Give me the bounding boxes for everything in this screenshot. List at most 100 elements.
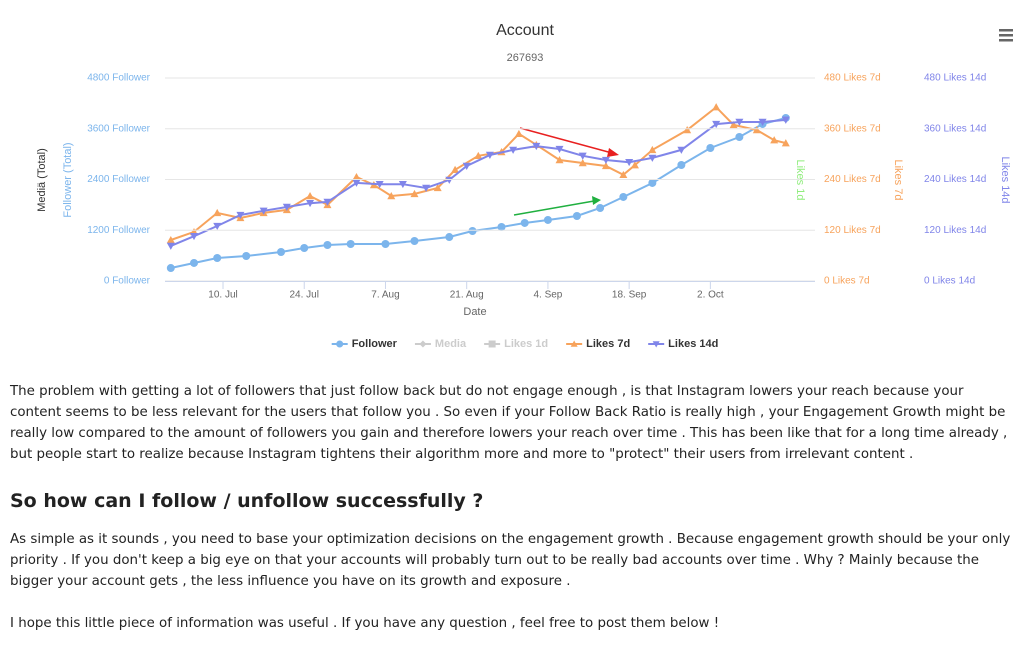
x-axis-title: Date xyxy=(463,306,486,318)
point xyxy=(729,120,738,129)
y-tick-label: 120 Likes 7d xyxy=(824,225,881,236)
point xyxy=(677,160,686,169)
green-arrowhead xyxy=(592,196,601,205)
point xyxy=(648,178,657,187)
menu-bar xyxy=(999,29,1013,32)
legend-marker xyxy=(570,340,578,347)
legend-marker xyxy=(419,340,427,348)
annotation-arrows xyxy=(513,127,619,216)
legend-item[interactable]: Likes 7d xyxy=(566,338,630,350)
x-tick-label: 10. Jul xyxy=(208,290,237,301)
point xyxy=(735,118,744,126)
point xyxy=(712,120,721,129)
point xyxy=(166,235,175,244)
point xyxy=(770,136,779,144)
point xyxy=(648,145,657,154)
y-tick-label: 360 Likes 14d xyxy=(924,123,986,134)
legend-item[interactable]: Likes 1d xyxy=(484,338,548,350)
point xyxy=(509,146,518,154)
menu-button[interactable] xyxy=(999,29,1013,42)
point xyxy=(677,146,686,154)
plot-area xyxy=(166,103,790,273)
x-tick-label: 24. Jul xyxy=(290,290,319,301)
y-tick-label: 480 Likes 7d xyxy=(824,73,881,84)
x-tick-label: 21. Aug xyxy=(450,290,484,301)
point xyxy=(572,211,581,220)
point xyxy=(352,179,361,187)
legend-item[interactable]: Media xyxy=(414,338,467,350)
point xyxy=(451,165,460,173)
point xyxy=(532,142,541,151)
y-axis-title: Likes 14d xyxy=(999,156,1011,203)
point xyxy=(375,180,384,189)
y-tick-label: 2400 Follower xyxy=(87,174,150,185)
y-axis-title: Follower (Total) xyxy=(62,142,74,217)
y-tick-label: 3600 Follower xyxy=(87,123,150,134)
point xyxy=(462,162,471,170)
point xyxy=(648,154,657,162)
point xyxy=(596,204,605,213)
paragraph: As simple as it sounds , you need to bas… xyxy=(10,532,1011,589)
point xyxy=(630,161,639,169)
chart: Account 267693 Date Mediä (Total) Followe… xyxy=(36,22,1013,350)
y-axis-title: Mediä (Total) xyxy=(36,148,48,212)
point xyxy=(683,126,692,134)
point xyxy=(352,172,361,181)
point xyxy=(625,158,634,167)
point xyxy=(712,103,721,111)
point xyxy=(242,252,251,261)
x-tick-label: 2. Oct xyxy=(697,290,724,301)
legend-label: Follower xyxy=(352,338,398,350)
x-tick-label: 4. Sep xyxy=(533,290,562,301)
point xyxy=(306,199,315,208)
point xyxy=(236,211,245,220)
y-tick-label: 0 Likes 7d xyxy=(824,276,870,287)
point xyxy=(387,191,396,200)
chart-title: Account xyxy=(496,22,554,39)
legend-label: Likes 7d xyxy=(586,338,630,350)
point xyxy=(578,152,587,160)
point xyxy=(474,151,483,160)
y-tick-label: 240 Likes 14d xyxy=(924,174,986,185)
point xyxy=(752,126,761,134)
red-arrow xyxy=(519,127,613,154)
point xyxy=(410,236,419,245)
x-tick-label: 7. Aug xyxy=(371,290,399,301)
point xyxy=(468,227,477,236)
point xyxy=(259,207,268,215)
y-tick-label: 0 Follower xyxy=(104,276,151,287)
point xyxy=(781,116,790,124)
legend-label: Media xyxy=(435,338,467,350)
green-arrow xyxy=(513,200,595,216)
point xyxy=(213,253,222,262)
y-tick-label: 480 Likes 14d xyxy=(924,73,986,84)
point xyxy=(555,145,564,154)
paragraph: The problem with getting a lot of follow… xyxy=(10,384,1008,462)
point xyxy=(410,189,419,198)
legend-item[interactable]: Follower xyxy=(331,338,398,350)
point xyxy=(323,198,332,206)
red-arrowhead xyxy=(607,148,619,157)
series-line xyxy=(170,118,786,247)
point xyxy=(166,264,175,273)
point xyxy=(485,151,494,159)
legend-item[interactable]: Likes 14d xyxy=(648,338,718,350)
y-tick-label: 120 Likes 14d xyxy=(924,225,986,236)
point xyxy=(445,176,454,184)
point xyxy=(601,161,610,170)
y-tick-label: 0 Likes 14d xyxy=(924,276,975,287)
point xyxy=(166,242,175,250)
article: The problem with getting a lot of follow… xyxy=(10,381,1015,655)
point xyxy=(282,203,291,211)
y-axis-title: Likes 1d xyxy=(794,160,806,201)
point xyxy=(213,208,222,217)
point xyxy=(398,180,407,189)
y-tick-label: 1200 Follower xyxy=(87,225,150,236)
point xyxy=(619,192,628,201)
legend-marker xyxy=(652,341,660,348)
point xyxy=(277,247,286,256)
point xyxy=(543,215,552,224)
point xyxy=(619,170,628,179)
legend: Follower Media Likes 1d Likes 7d Likes 14d xyxy=(331,338,718,350)
